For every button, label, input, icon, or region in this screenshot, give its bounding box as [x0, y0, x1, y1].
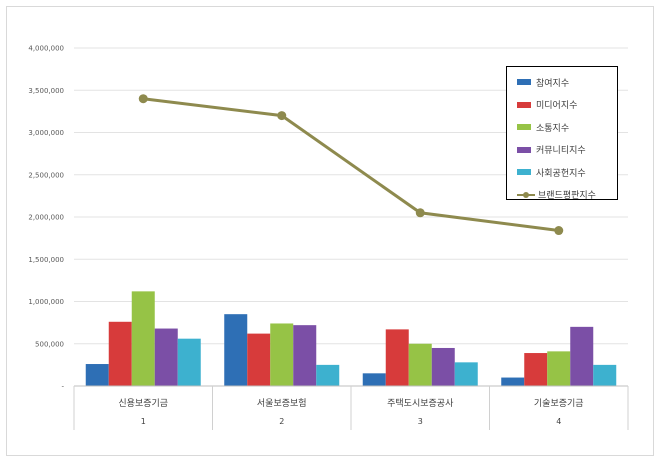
line-layer	[138, 94, 564, 236]
bar	[547, 351, 571, 386]
x-category-label: 기술보증기금	[534, 398, 584, 409]
y-tick-label: -	[61, 383, 64, 391]
y-tick-label: 4,000,000	[28, 45, 64, 53]
y-tick-label: 2,500,000	[28, 171, 64, 179]
bar	[362, 373, 386, 386]
legend-swatch	[517, 146, 531, 153]
legend-label: 소통지수	[536, 123, 570, 134]
legend-item: 참여지수	[517, 71, 617, 94]
bar	[131, 291, 155, 386]
legend-swatch	[517, 124, 531, 131]
series-line	[143, 97, 559, 233]
legend-item: 미디어지수	[517, 94, 617, 117]
line-point	[554, 226, 564, 236]
bar	[154, 328, 178, 386]
legend-swatch	[517, 101, 531, 108]
y-tick-label: 3,500,000	[28, 87, 64, 95]
bar	[85, 364, 109, 386]
x-group-label: 4	[556, 417, 561, 426]
bars-layer	[85, 291, 617, 386]
legend-label: 사회공헌지수	[536, 168, 586, 179]
bar	[501, 377, 525, 386]
bar	[293, 325, 317, 386]
x-category-label: 주택도시보증공사	[387, 398, 454, 409]
legend-label: 미디어지수	[536, 101, 578, 112]
line-point	[138, 94, 148, 104]
x-group-label: 2	[279, 417, 284, 426]
bar	[408, 343, 432, 386]
x-group-label: 3	[418, 417, 423, 426]
y-tick-label: 2,000,000	[28, 214, 64, 222]
bar	[524, 353, 548, 386]
x-category-label: 신용보증기금	[118, 398, 168, 409]
legend-swatch	[517, 169, 531, 176]
bar	[177, 338, 201, 386]
legend-label: 브랜드평판지수	[538, 191, 596, 202]
bar	[224, 314, 248, 386]
y-tick-label: 1,500,000	[28, 256, 64, 264]
legend-label: 커뮤니티지수	[536, 146, 586, 157]
y-axis-ticks: - 500,000 1,000,000 1,500,000 2,000,000 2,500…	[28, 45, 64, 391]
bar	[385, 329, 409, 386]
legend-swatch	[517, 79, 531, 86]
x-group-label: 1	[141, 417, 146, 426]
line-point	[415, 208, 425, 218]
bar	[270, 323, 294, 386]
legend-item: 브랜드평판지수	[517, 184, 617, 207]
bar	[593, 364, 617, 386]
legend-item: 소통지수	[517, 116, 617, 139]
y-tick-label: 3,000,000	[28, 129, 64, 137]
legend-line-swatch	[517, 191, 535, 199]
legend-item: 커뮤니티지수	[517, 139, 617, 162]
bar	[316, 364, 340, 386]
bar	[108, 321, 132, 386]
bar	[570, 326, 594, 386]
line-point	[277, 111, 287, 121]
bar	[431, 347, 455, 386]
legend-label: 참여지수	[536, 78, 570, 89]
x-category-label: 서울보증보험	[257, 398, 307, 409]
bar	[247, 333, 271, 386]
y-tick-label: 1,000,000	[28, 298, 64, 306]
bar	[454, 362, 478, 386]
x-axis: 신용보증기금 1 서울보증보험 2 주택도시보증공사 3 기술보증기금 4	[73, 385, 629, 430]
legend-item: 사회공헌지수	[517, 161, 617, 184]
y-tick-label: 500,000	[35, 340, 64, 348]
